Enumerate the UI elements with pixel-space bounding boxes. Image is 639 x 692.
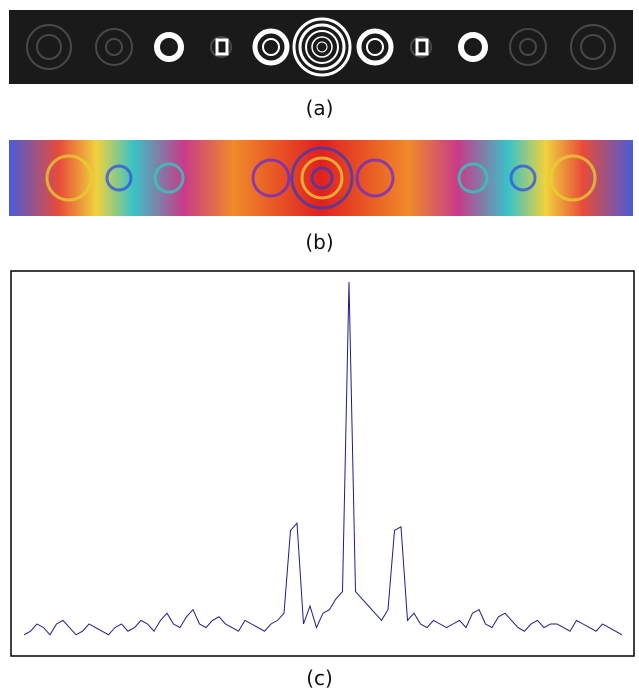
panel-b-phase-image: [9, 140, 633, 216]
caption-b: (b): [305, 230, 334, 254]
plot-frame: [10, 270, 635, 657]
series-line-profile: [23, 281, 623, 636]
caption-a: (a): [305, 96, 334, 120]
caption-c: (c): [306, 666, 333, 690]
profile-chart: [10, 270, 635, 657]
panel-a-intensity-image: [9, 10, 633, 84]
panel-c-plot: [10, 270, 636, 658]
